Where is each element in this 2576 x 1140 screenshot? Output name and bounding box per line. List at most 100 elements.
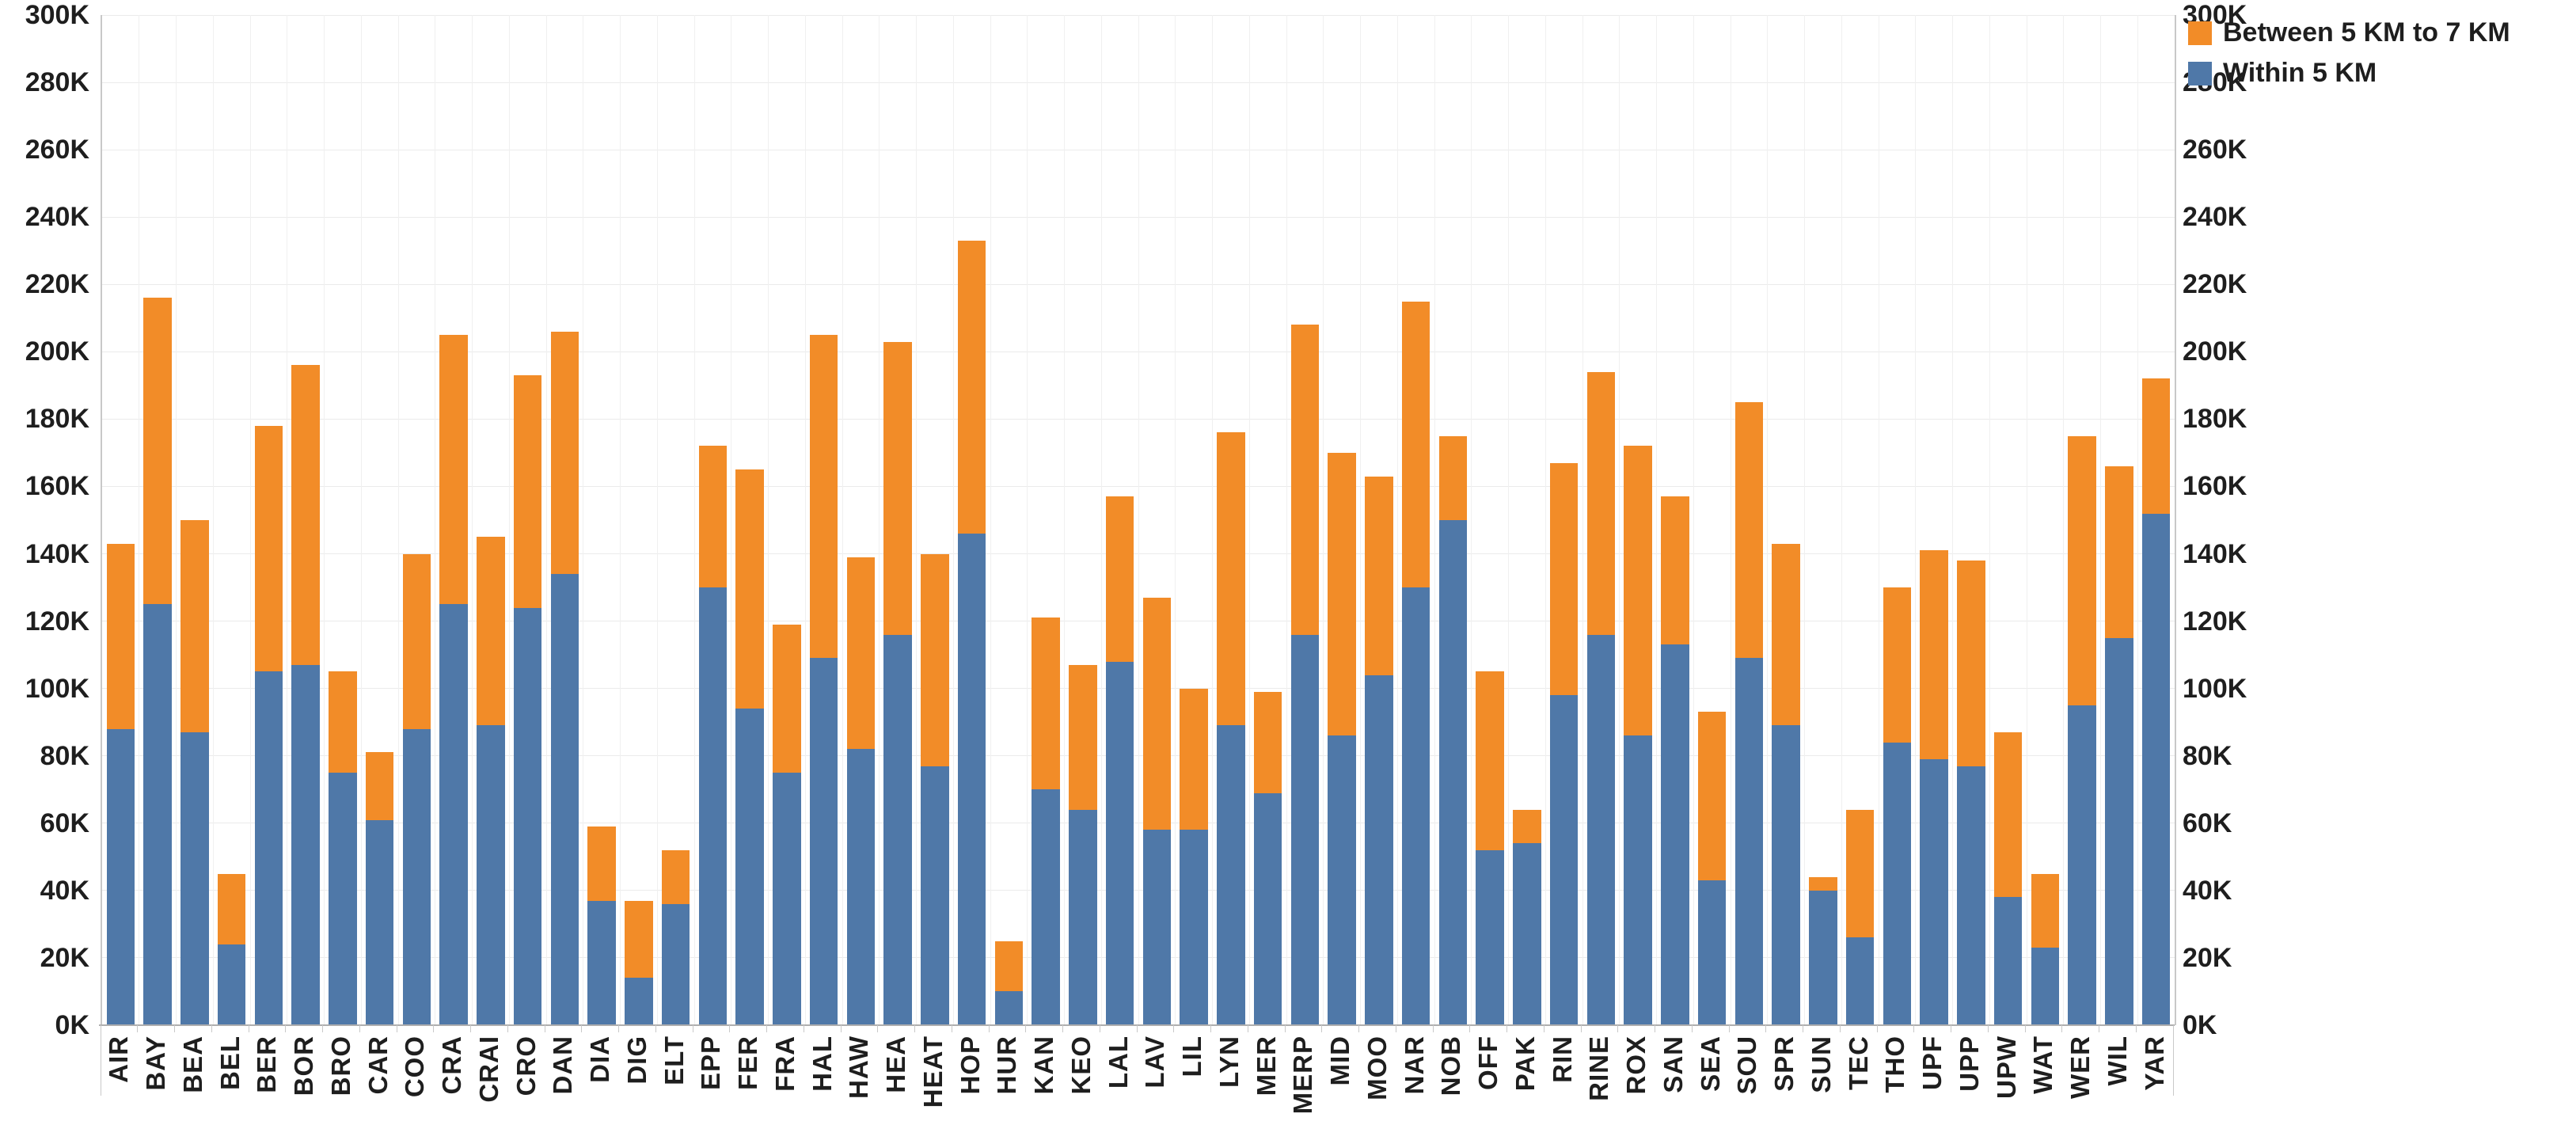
bar-segment-within-5km[interactable]	[1476, 849, 1504, 1025]
bar-segment-within-5km[interactable]	[1993, 897, 2023, 1025]
bar-segment-between-5-7km[interactable]	[2068, 435, 2096, 705]
bar-segment-between-5-7km[interactable]	[2141, 378, 2171, 514]
bar-segment-between-5-7km[interactable]	[1365, 476, 1393, 675]
legend-item-within-5km[interactable]: Within 5 KM	[2188, 58, 2510, 89]
bar-segment-within-5km[interactable]	[143, 604, 172, 1025]
bar-segment-within-5km[interactable]	[2105, 637, 2133, 1025]
bar-segment-within-5km[interactable]	[957, 534, 986, 1025]
bar-segment-between-5-7km[interactable]	[180, 520, 209, 732]
bar-segment-between-5-7km[interactable]	[439, 335, 468, 605]
bar-segment-between-5-7km[interactable]	[1253, 691, 1282, 793]
bar-segment-within-5km[interactable]	[1661, 644, 1689, 1025]
bar-segment-between-5-7km[interactable]	[809, 335, 838, 659]
bar-segment-within-5km[interactable]	[809, 658, 838, 1025]
bar-segment-within-5km[interactable]	[1142, 830, 1172, 1025]
bar-segment-within-5km[interactable]	[365, 819, 394, 1025]
bar-segment-between-5-7km[interactable]	[106, 543, 135, 729]
bar-segment-within-5km[interactable]	[698, 587, 728, 1025]
bar-segment-between-5-7km[interactable]	[217, 873, 246, 944]
bar-segment-within-5km[interactable]	[477, 725, 505, 1025]
bar-segment-within-5km[interactable]	[2031, 948, 2060, 1025]
bar-segment-between-5-7km[interactable]	[291, 365, 320, 665]
bar-segment-between-5-7km[interactable]	[1883, 587, 1912, 743]
bar-segment-within-5km[interactable]	[661, 903, 690, 1025]
bar-segment-within-5km[interactable]	[1809, 890, 1837, 1025]
bar-segment-between-5-7km[interactable]	[957, 240, 986, 534]
bar-segment-within-5km[interactable]	[1697, 880, 1727, 1025]
bar-segment-between-5-7km[interactable]	[1069, 664, 1097, 810]
bar-segment-between-5-7km[interactable]	[921, 553, 949, 766]
bar-segment-within-5km[interactable]	[1401, 587, 1430, 1025]
bar-segment-between-5-7km[interactable]	[1697, 712, 1727, 881]
bar-segment-between-5-7km[interactable]	[587, 826, 616, 901]
bar-segment-between-5-7km[interactable]	[1438, 435, 1468, 520]
bar-segment-between-5-7km[interactable]	[1328, 452, 1356, 736]
bar-segment-between-5-7km[interactable]	[1142, 597, 1172, 830]
bar-segment-between-5-7km[interactable]	[1105, 496, 1134, 662]
bar-segment-within-5km[interactable]	[291, 664, 320, 1025]
bar-segment-within-5km[interactable]	[587, 900, 616, 1025]
bar-segment-within-5km[interactable]	[1549, 695, 1579, 1025]
bar-segment-between-5-7km[interactable]	[1401, 301, 1430, 588]
bar-segment-within-5km[interactable]	[180, 732, 209, 1025]
bar-segment-within-5km[interactable]	[1290, 634, 1320, 1025]
bar-segment-between-5-7km[interactable]	[1290, 325, 1320, 635]
bar-segment-between-5-7km[interactable]	[2031, 873, 2060, 948]
bar-segment-between-5-7km[interactable]	[365, 752, 394, 820]
bar-segment-between-5-7km[interactable]	[1661, 496, 1689, 645]
bar-segment-within-5km[interactable]	[921, 766, 949, 1025]
bar-segment-between-5-7km[interactable]	[661, 849, 690, 904]
bar-segment-within-5km[interactable]	[1180, 830, 1208, 1025]
bar-segment-between-5-7km[interactable]	[1180, 688, 1208, 830]
bar-segment-within-5km[interactable]	[1845, 937, 1875, 1025]
bar-segment-between-5-7km[interactable]	[1549, 462, 1579, 696]
bar-segment-between-5-7km[interactable]	[1624, 446, 1652, 736]
bar-segment-within-5km[interactable]	[1253, 792, 1282, 1025]
bar-segment-within-5km[interactable]	[1957, 766, 1985, 1025]
bar-segment-within-5km[interactable]	[1586, 634, 1616, 1025]
bar-segment-between-5-7km[interactable]	[1217, 432, 1245, 726]
bar-segment-between-5-7km[interactable]	[1734, 402, 1764, 659]
bar-segment-between-5-7km[interactable]	[1513, 809, 1541, 844]
bar-segment-between-5-7km[interactable]	[625, 900, 653, 978]
bar-segment-between-5-7km[interactable]	[1772, 543, 1800, 726]
bar-segment-within-5km[interactable]	[254, 671, 283, 1025]
bar-segment-within-5km[interactable]	[1920, 759, 1948, 1025]
bar-segment-within-5km[interactable]	[1069, 809, 1097, 1025]
bar-segment-within-5km[interactable]	[1734, 658, 1764, 1025]
bar-segment-within-5km[interactable]	[1513, 843, 1541, 1025]
bar-segment-within-5km[interactable]	[550, 574, 579, 1025]
bar-segment-within-5km[interactable]	[1328, 735, 1356, 1025]
bar-segment-between-5-7km[interactable]	[477, 537, 505, 726]
bar-segment-within-5km[interactable]	[1365, 674, 1393, 1025]
bar-segment-within-5km[interactable]	[735, 709, 764, 1025]
bar-segment-within-5km[interactable]	[846, 749, 876, 1025]
bar-segment-between-5-7km[interactable]	[550, 331, 579, 575]
bar-segment-within-5km[interactable]	[994, 991, 1024, 1025]
bar-segment-within-5km[interactable]	[106, 728, 135, 1025]
legend-item-between-5-7km[interactable]: Between 5 KM to 7 KM	[2188, 17, 2510, 48]
bar-segment-within-5km[interactable]	[2068, 705, 2096, 1025]
bar-segment-between-5-7km[interactable]	[143, 298, 172, 605]
bar-segment-between-5-7km[interactable]	[1845, 809, 1875, 938]
bar-segment-within-5km[interactable]	[1438, 520, 1468, 1025]
bar-segment-between-5-7km[interactable]	[1809, 876, 1837, 891]
bar-segment-between-5-7km[interactable]	[329, 671, 357, 773]
bar-segment-between-5-7km[interactable]	[1586, 371, 1616, 635]
bar-segment-within-5km[interactable]	[625, 978, 653, 1025]
bar-segment-within-5km[interactable]	[513, 607, 542, 1025]
bar-segment-within-5km[interactable]	[329, 773, 357, 1025]
bar-segment-between-5-7km[interactable]	[773, 624, 801, 773]
bar-segment-between-5-7km[interactable]	[1032, 618, 1060, 790]
bar-segment-within-5km[interactable]	[773, 773, 801, 1025]
bar-segment-within-5km[interactable]	[883, 634, 912, 1025]
bar-segment-between-5-7km[interactable]	[254, 425, 283, 672]
bar-segment-between-5-7km[interactable]	[735, 469, 764, 709]
bar-segment-within-5km[interactable]	[217, 944, 246, 1025]
bar-segment-within-5km[interactable]	[1105, 661, 1134, 1025]
bar-segment-between-5-7km[interactable]	[1476, 671, 1504, 850]
bar-segment-within-5km[interactable]	[1772, 725, 1800, 1025]
bar-segment-between-5-7km[interactable]	[846, 557, 876, 750]
bar-segment-within-5km[interactable]	[402, 728, 431, 1025]
bar-segment-between-5-7km[interactable]	[883, 341, 912, 635]
